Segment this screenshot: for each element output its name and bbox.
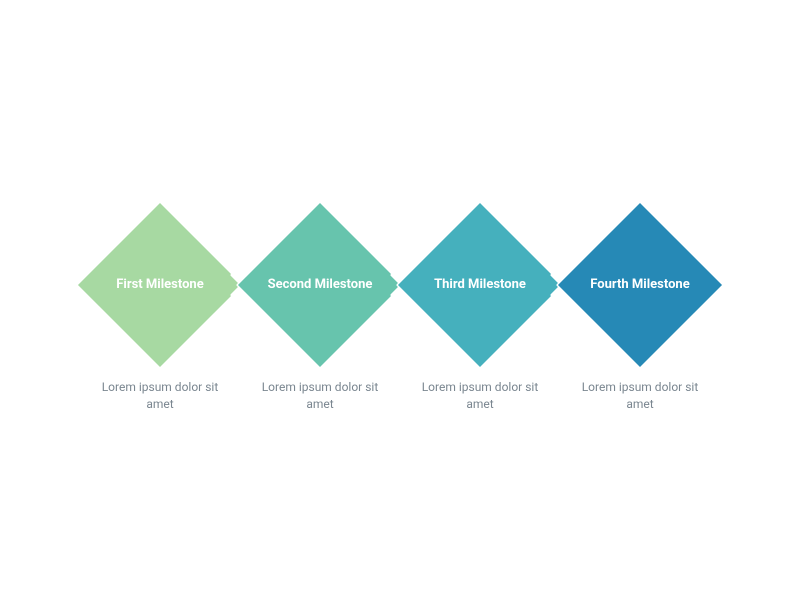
milestone-row: First Milestone Lorem ipsum dolor sit ame…: [80, 205, 720, 413]
diamond-wrap: Fourth Milestone: [560, 205, 720, 365]
diamond-wrap: First Milestone: [80, 205, 240, 365]
milestone-2: Second Milestone Lorem ipsum dolor sit am…: [240, 205, 400, 413]
milestone-title: Second Milestone: [265, 276, 375, 294]
milestone-title: Third Milestone: [425, 276, 535, 294]
milestone-1: First Milestone Lorem ipsum dolor sit ame…: [80, 205, 240, 413]
milestone-3: Third Milestone Lorem ipsum dolor sit ame…: [400, 205, 560, 413]
diamond-wrap: Third Milestone: [400, 205, 560, 365]
milestone-title: Fourth Milestone: [585, 276, 695, 294]
milestone-caption: Lorem ipsum dolor sit amet: [90, 379, 230, 413]
milestone-4: Fourth Milestone Lorem ipsum dolor sit am…: [560, 205, 720, 413]
milestone-title: First Milestone: [105, 276, 215, 294]
milestone-caption: Lorem ipsum dolor sit amet: [410, 379, 550, 413]
diamond-wrap: Second Milestone: [240, 205, 400, 365]
milestones-container: First Milestone Lorem ipsum dolor sit ame…: [0, 205, 800, 413]
milestone-caption: Lorem ipsum dolor sit amet: [250, 379, 390, 413]
milestone-caption: Lorem ipsum dolor sit amet: [570, 379, 710, 413]
